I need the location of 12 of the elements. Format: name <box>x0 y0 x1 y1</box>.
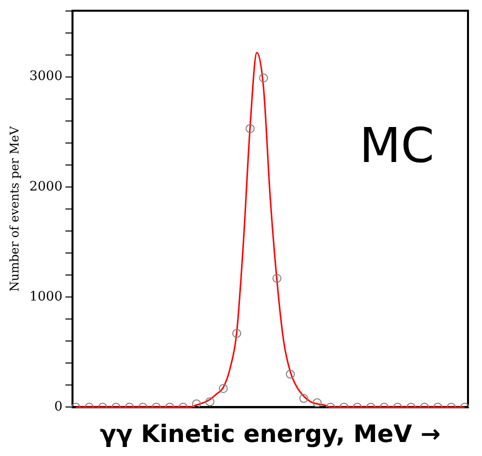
point <box>232 328 242 338</box>
y-tick-label: 2000 <box>29 179 62 194</box>
y-tick-label: 1000 <box>29 289 62 304</box>
point <box>246 124 255 134</box>
y-axis-title: Number of events per MeV <box>7 126 22 292</box>
annotation: MC <box>359 118 434 174</box>
x-axis-title: γγ Kinetic energy, MeV → <box>100 420 441 448</box>
point <box>272 274 282 283</box>
point <box>259 73 268 82</box>
y-tick-label: 0 <box>54 400 62 415</box>
y-tick-label: 3000 <box>29 69 62 84</box>
point <box>192 399 201 408</box>
